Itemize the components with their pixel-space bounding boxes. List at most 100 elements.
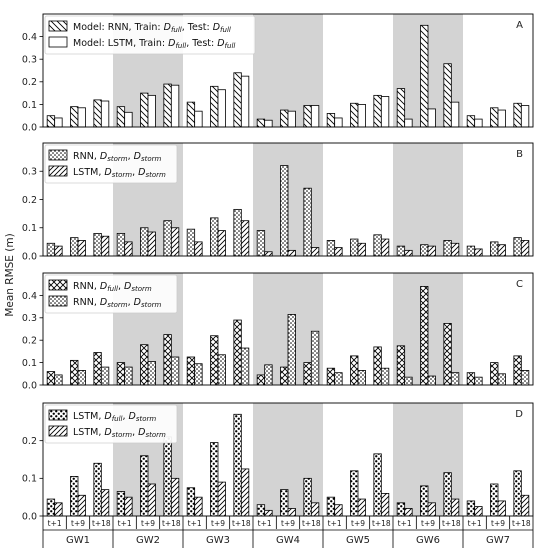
bar-c-s2-gw7-tp9 bbox=[497, 373, 506, 386]
bar-a-s1-gw4-tp1 bbox=[256, 118, 266, 128]
panel-letter-a: A bbox=[516, 20, 523, 31]
bar-c-s2-gw5-tp1 bbox=[334, 372, 343, 386]
bar-b-s1-gw4-tp9 bbox=[280, 165, 289, 257]
bar-d-s1-gw5-tp1 bbox=[326, 496, 336, 517]
y-tick-label: 0.4 bbox=[22, 291, 37, 302]
bar-d-s1-gw6-tp18 bbox=[443, 472, 452, 517]
bar-a-s1-gw7-tp9 bbox=[490, 107, 499, 128]
legend-label: Model: LSTM, Train: Dfull, Test: Dfull bbox=[73, 38, 235, 50]
bar-c-s1-gw2-tp18 bbox=[163, 334, 172, 386]
bar-a-s1-gw5-tp9 bbox=[350, 102, 359, 128]
x-tick-label-tp1: t+1 bbox=[188, 519, 202, 528]
bar-a-s2-gw3-tp1 bbox=[194, 110, 203, 128]
bar-c-s2-gw2-tp9 bbox=[147, 361, 156, 386]
bar-b-s1-gw4-tp1 bbox=[256, 230, 266, 257]
bar-b-s1-gw6-tp9 bbox=[420, 244, 429, 257]
bar-b-s2-gw2-tp9 bbox=[147, 231, 156, 257]
legend-swatch bbox=[48, 279, 68, 291]
bar-c-s1-gw2-tp9 bbox=[140, 344, 149, 386]
bar-a-s2-gw6-tp9 bbox=[427, 108, 436, 128]
bar-a-s2-gw7-tp9 bbox=[497, 109, 506, 128]
bar-a-s1-gw4-tp18 bbox=[303, 105, 312, 128]
legend-label: LSTM, Dstorm, Dstorm bbox=[73, 427, 166, 439]
bar-a-s1-gw5-tp1 bbox=[326, 113, 336, 128]
y-tick-label: 0.2 bbox=[22, 195, 37, 206]
panel-letter-c: C bbox=[516, 279, 523, 290]
bar-d-s1-gw4-tp9 bbox=[280, 489, 289, 517]
y-tick-label: 0.0 bbox=[22, 122, 37, 133]
bar-b-s2-gw7-tp9 bbox=[497, 244, 506, 257]
legend-label: RNN, Dstorm, Dstorm bbox=[73, 297, 161, 309]
bar-c-s1-gw6-tp9 bbox=[420, 286, 429, 386]
legend-box bbox=[44, 404, 178, 444]
legend-box bbox=[44, 15, 256, 55]
bar-d-s1-gw6-tp9 bbox=[420, 485, 429, 517]
x-tick-label-tp18: t+18 bbox=[512, 519, 531, 528]
bar-b-s2-gw5-tp1 bbox=[334, 247, 343, 257]
legend-swatch bbox=[48, 295, 68, 307]
bar-d-s1-gw5-tp9 bbox=[350, 470, 359, 517]
bar-d-s1-gw3-tp1 bbox=[186, 487, 196, 517]
bar-b-s2-gw2-tp1 bbox=[124, 241, 133, 257]
bar-b-s1-gw4-tp18 bbox=[303, 187, 312, 257]
panels: 0.0 0.1 0.2 0.3 0.4 A Model: RNN, Train: Dfull… bbox=[22, 13, 534, 522]
legend-swatch bbox=[48, 425, 68, 437]
legend-label: RNN, Dfull, Dstorm bbox=[73, 281, 152, 293]
y-tick-label: 0.2 bbox=[22, 336, 37, 347]
bar-c-s1-gw3-tp1 bbox=[186, 356, 196, 386]
y-tick-label: 0.0 bbox=[22, 511, 37, 522]
bar-d-s2-gw6-tp9 bbox=[427, 502, 436, 517]
bar-c-s2-gw3-tp1 bbox=[194, 363, 203, 386]
group-label-gw6: GW6 bbox=[416, 535, 440, 546]
bar-c-s1-gw4-tp18 bbox=[303, 362, 312, 386]
bar-d-s2-gw1-tp1 bbox=[54, 502, 63, 517]
bar-d-s2-gw7-tp18 bbox=[520, 494, 530, 517]
bar-a-s2-gw1-tp18 bbox=[100, 100, 110, 128]
legend-label: LSTM, Dfull, Dstorm bbox=[73, 411, 156, 423]
bar-d-s2-gw5-tp1 bbox=[334, 504, 343, 517]
bar-d-s2-gw4-tp18 bbox=[310, 502, 320, 517]
shaded-band-gw6 bbox=[393, 143, 463, 256]
x-tick-label-tp9: t+9 bbox=[71, 519, 85, 528]
bar-c-s2-gw1-tp18 bbox=[100, 366, 110, 386]
legend-b: RNN, Dstorm, Dstorm LSTM, Dstorm, Dstorm bbox=[44, 144, 178, 184]
x-tick-label-tp9: t+9 bbox=[421, 519, 435, 528]
panel-letter-d: D bbox=[515, 409, 523, 420]
bar-b-s2-gw3-tp18 bbox=[240, 220, 250, 257]
bar-c-s2-gw4-tp18 bbox=[310, 330, 320, 386]
bar-d-s1-gw7-tp18 bbox=[513, 470, 522, 517]
bar-b-s2-gw7-tp1 bbox=[474, 248, 483, 257]
bar-b-s1-gw3-tp9 bbox=[210, 217, 219, 257]
bar-c-s2-gw5-tp18 bbox=[380, 367, 390, 386]
bar-d-s2-gw7-tp9 bbox=[497, 500, 506, 517]
bar-d-s1-gw5-tp18 bbox=[373, 453, 382, 517]
bar-d-s1-gw2-tp18 bbox=[163, 436, 172, 517]
x-tick-label-tp1: t+1 bbox=[258, 519, 272, 528]
bar-a-s2-gw3-tp18 bbox=[240, 75, 250, 128]
group-label-gw7: GW7 bbox=[486, 535, 510, 546]
bar-c-s2-gw5-tp9 bbox=[357, 370, 366, 386]
bar-d-s1-gw7-tp9 bbox=[490, 483, 499, 517]
bar-d-s1-gw6-tp1 bbox=[396, 502, 406, 517]
bar-a-s1-gw5-tp18 bbox=[373, 94, 382, 128]
bar-d-s1-gw3-tp18 bbox=[233, 413, 242, 517]
bar-d-s1-gw3-tp9 bbox=[210, 442, 219, 517]
y-tick-label: 0.3 bbox=[22, 167, 37, 178]
bar-d-s2-gw2-tp9 bbox=[147, 483, 156, 517]
bar-c-s2-gw7-tp1 bbox=[474, 376, 483, 386]
bar-a-s2-gw1-tp1 bbox=[54, 117, 63, 128]
bar-d-s2-gw4-tp9 bbox=[287, 508, 296, 517]
bar-d-s1-gw4-tp18 bbox=[303, 477, 312, 517]
bar-c-s1-gw6-tp18 bbox=[443, 322, 452, 386]
bar-b-s1-gw5-tp1 bbox=[326, 240, 336, 257]
y-tick-label: 0.4 bbox=[22, 32, 37, 43]
bar-b-s1-gw6-tp1 bbox=[396, 245, 406, 257]
bar-b-s2-gw4-tp1 bbox=[264, 251, 273, 257]
bar-b-s1-gw7-tp9 bbox=[490, 241, 499, 257]
x-tick-label-tp18: t+18 bbox=[232, 519, 251, 528]
bar-a-s1-gw6-tp18 bbox=[443, 63, 452, 128]
bar-c-s1-gw7-tp1 bbox=[466, 372, 476, 386]
legend-c: RNN, Dfull, Dstorm RNN, Dstorm, Dstorm bbox=[44, 274, 178, 314]
x-tick-label-tp18: t+18 bbox=[92, 519, 111, 528]
